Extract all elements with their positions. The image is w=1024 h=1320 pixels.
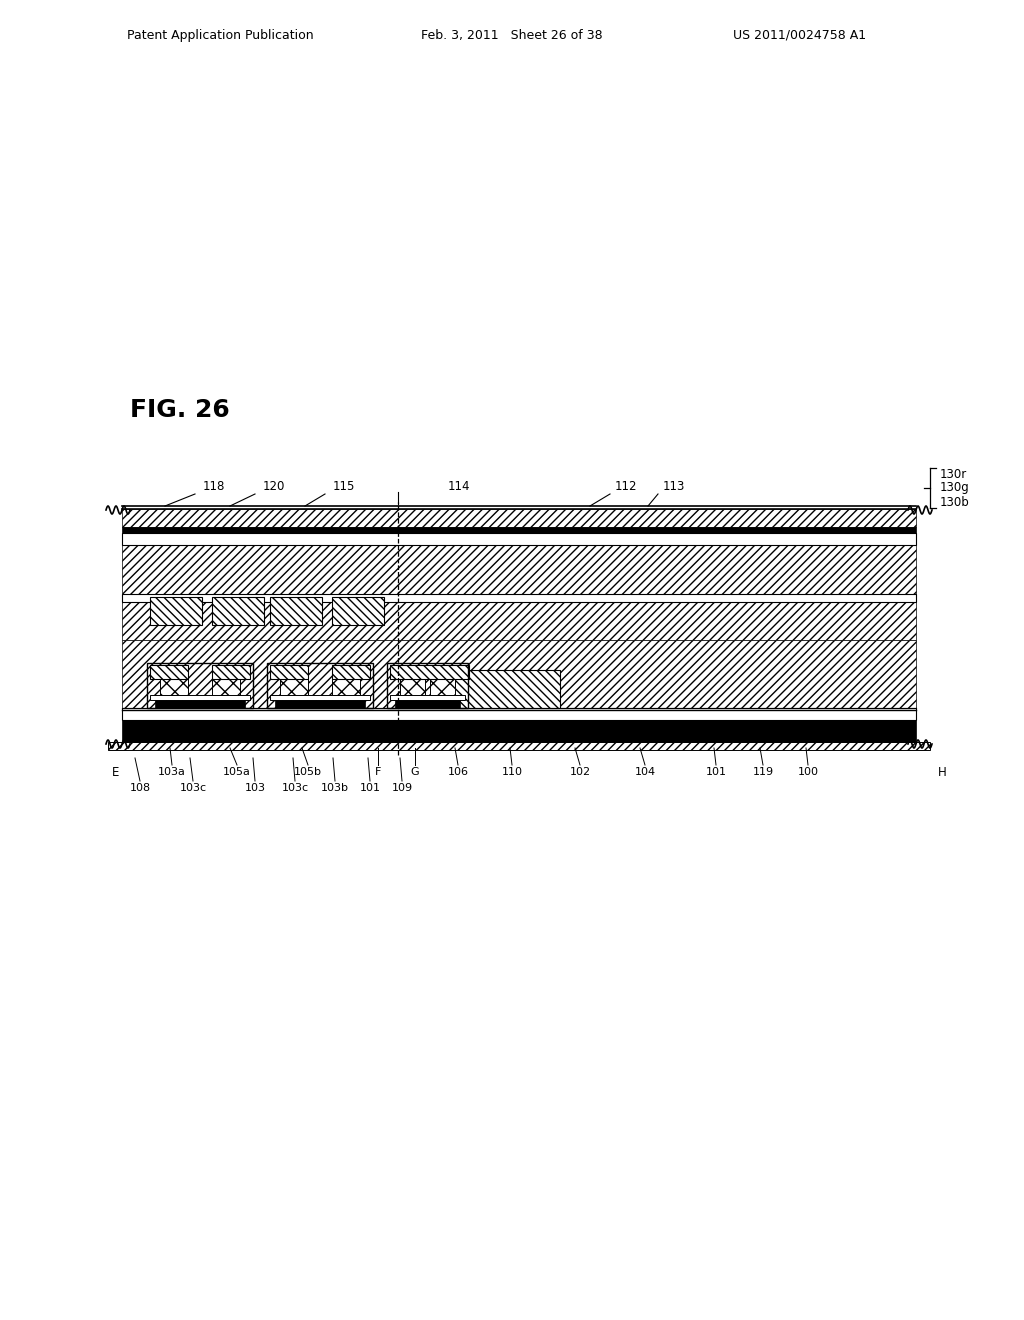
- Bar: [122, 594, 916, 602]
- Bar: [270, 665, 308, 678]
- Text: Patent Application Publication: Patent Application Publication: [127, 29, 313, 41]
- Bar: [430, 678, 455, 696]
- Bar: [400, 678, 425, 696]
- Text: 103: 103: [245, 783, 265, 793]
- Text: H: H: [938, 766, 947, 779]
- Bar: [212, 678, 240, 696]
- Bar: [108, 742, 930, 750]
- Bar: [122, 719, 916, 742]
- Text: FIG. 26: FIG. 26: [130, 399, 229, 422]
- Text: 130g: 130g: [940, 482, 970, 495]
- Text: 102: 102: [569, 767, 591, 777]
- Text: 114: 114: [449, 480, 470, 494]
- Text: 108: 108: [129, 783, 151, 793]
- Text: 115: 115: [333, 480, 355, 494]
- Bar: [122, 510, 916, 527]
- Bar: [390, 696, 465, 700]
- Text: 103c: 103c: [282, 783, 308, 793]
- Text: 113: 113: [663, 480, 685, 494]
- Bar: [122, 708, 916, 719]
- Text: 106: 106: [447, 767, 469, 777]
- Bar: [275, 700, 365, 708]
- Bar: [280, 678, 308, 696]
- Bar: [390, 665, 469, 678]
- Text: 103c: 103c: [179, 783, 207, 793]
- Text: Feb. 3, 2011   Sheet 26 of 38: Feb. 3, 2011 Sheet 26 of 38: [421, 29, 603, 41]
- Text: 105b: 105b: [294, 767, 322, 777]
- Bar: [150, 696, 250, 700]
- Bar: [122, 533, 916, 545]
- Text: 104: 104: [635, 767, 655, 777]
- Bar: [150, 665, 188, 678]
- Text: F: F: [375, 767, 381, 777]
- Bar: [332, 678, 360, 696]
- Text: 130b: 130b: [940, 495, 970, 508]
- Text: 109: 109: [391, 783, 413, 793]
- Text: 120: 120: [263, 480, 286, 494]
- Bar: [212, 597, 264, 624]
- Text: 118: 118: [203, 480, 225, 494]
- Bar: [332, 665, 370, 678]
- Text: 119: 119: [753, 767, 773, 777]
- Bar: [387, 663, 468, 708]
- Text: US 2011/0024758 A1: US 2011/0024758 A1: [733, 29, 866, 41]
- Bar: [155, 700, 245, 708]
- Text: 101: 101: [706, 767, 726, 777]
- Bar: [122, 601, 916, 640]
- Text: 103b: 103b: [321, 783, 349, 793]
- Bar: [212, 665, 250, 678]
- Text: 110: 110: [502, 767, 522, 777]
- Bar: [267, 663, 373, 708]
- Text: 130r: 130r: [940, 467, 968, 480]
- Text: 101: 101: [359, 783, 381, 793]
- Bar: [160, 678, 188, 696]
- Text: E: E: [112, 766, 120, 779]
- Bar: [332, 597, 384, 624]
- Text: G: G: [411, 767, 419, 777]
- Text: 100: 100: [798, 767, 818, 777]
- Bar: [122, 640, 916, 708]
- Bar: [395, 700, 460, 708]
- Text: 103a: 103a: [158, 767, 186, 777]
- Bar: [440, 671, 560, 708]
- Bar: [150, 597, 202, 624]
- Text: 112: 112: [615, 480, 638, 494]
- Bar: [270, 597, 322, 624]
- Bar: [122, 545, 916, 601]
- Text: 105a: 105a: [223, 767, 251, 777]
- Bar: [270, 696, 370, 700]
- Bar: [147, 663, 253, 708]
- Bar: [122, 527, 916, 533]
